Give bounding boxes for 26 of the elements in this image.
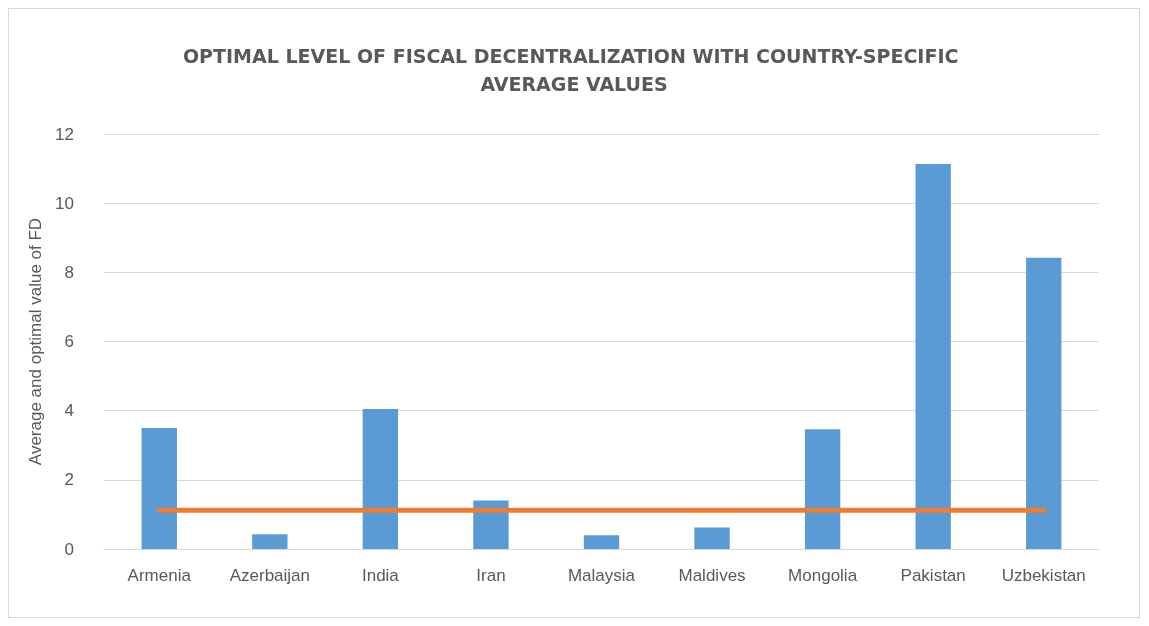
x-tick-label: Armenia [127, 566, 192, 585]
chart-title: OPTIMAL LEVEL OF FISCAL DECENTRALIZATION WITH COUNTRY-SPECIFIC AVERAGE VALUES [182, 45, 966, 95]
x-tick-label: India [361, 566, 400, 585]
y-tick-label: 0 [64, 539, 74, 559]
bar [141, 427, 177, 549]
bar [583, 535, 620, 549]
y-tick-label: 6 [64, 332, 74, 351]
bar [252, 534, 288, 549]
bar [915, 164, 951, 549]
x-tick-label: Malaysia [567, 566, 636, 585]
x-tick-label: Azerbaijan [229, 566, 310, 585]
y-tick-label: 10 [55, 193, 74, 213]
x-tick-label: Mongolia [788, 566, 858, 585]
y-tick-label: 2 [64, 470, 74, 490]
x-tick-label: Iran [476, 566, 506, 585]
y-tick-label: 8 [64, 262, 74, 282]
bar [694, 527, 730, 549]
x-tick-label: Maldives [678, 566, 746, 585]
y-tick-label: 4 [64, 401, 74, 421]
bar [362, 408, 399, 549]
y-axis-title: Average and optimal value of FD [26, 217, 46, 466]
bar [1026, 257, 1062, 549]
x-tick-label: Uzbekistan [1001, 566, 1086, 585]
y-tick-label: 12 [55, 124, 74, 144]
x-tick-label: Pakistan [900, 566, 966, 585]
bar [804, 429, 841, 549]
